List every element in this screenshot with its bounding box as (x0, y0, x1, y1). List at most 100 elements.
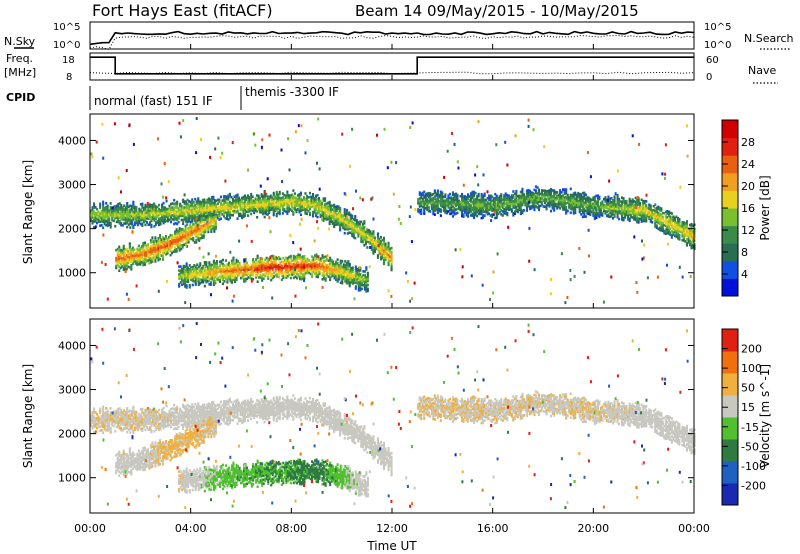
power-cell (195, 227, 198, 230)
power-cell (339, 224, 342, 228)
power-cell (198, 231, 201, 234)
power-cell (197, 199, 200, 202)
power-cell (349, 221, 352, 225)
power-cell (262, 212, 265, 216)
power-cell (224, 209, 227, 212)
power-cell (151, 260, 154, 263)
power-cell (91, 208, 94, 211)
power-cell (373, 244, 376, 247)
power-cell (500, 193, 503, 196)
power-cell (130, 250, 133, 253)
power-cell (173, 208, 176, 212)
power-cell (149, 241, 152, 244)
power-cell (185, 268, 188, 271)
power-cell (179, 202, 182, 206)
power-cell (161, 203, 164, 207)
power-cell (387, 247, 390, 251)
power-heatmap (90, 117, 696, 305)
power-cell (295, 204, 298, 208)
power-cell (235, 194, 238, 198)
power-cell (123, 204, 126, 207)
power-cell (117, 220, 120, 224)
power-cell (172, 250, 175, 253)
power-cell (121, 214, 124, 217)
power-cell (184, 238, 187, 242)
power-cell (293, 202, 296, 205)
power-cell (304, 210, 307, 213)
power-cell (186, 202, 189, 206)
power-cell (187, 272, 190, 276)
power-cell (123, 208, 126, 211)
power-cell (248, 208, 251, 211)
power-cell (373, 240, 376, 244)
power-cell (305, 204, 308, 208)
power-cell (150, 225, 153, 229)
power-cell (178, 227, 181, 230)
power-cell (292, 195, 295, 198)
power-cell (191, 216, 194, 219)
power-cell (208, 225, 211, 228)
power-cell (131, 254, 134, 258)
power-cell (265, 208, 268, 212)
power-cell (366, 232, 369, 235)
power-cell (200, 203, 203, 206)
power-cell (339, 209, 342, 212)
power-cell (372, 242, 375, 245)
power-cell (105, 213, 108, 217)
power-cell (360, 238, 363, 241)
power-cell (346, 212, 349, 215)
power-cell (348, 211, 351, 215)
power-cell (157, 237, 160, 240)
power-cell (308, 213, 311, 217)
power-cell (212, 201, 215, 205)
power-cell (128, 246, 131, 249)
power-cell (342, 218, 345, 222)
power-cell (94, 214, 97, 217)
power-cell (349, 223, 352, 227)
power-cell (195, 200, 198, 203)
power-cell (132, 216, 135, 220)
power-cell (372, 232, 375, 235)
power-cell (179, 208, 182, 212)
power-cell (145, 217, 148, 220)
power-cell (263, 211, 266, 215)
power-cell (145, 252, 148, 256)
power-cell (180, 237, 183, 241)
power-cell (332, 260, 335, 263)
power-cell (165, 237, 168, 240)
power-cell (168, 245, 171, 249)
power-cell (266, 203, 269, 206)
power-cell (144, 203, 147, 207)
power-cell (174, 248, 177, 251)
power-cell (111, 210, 114, 214)
power-cell (212, 207, 215, 211)
power-cell (214, 225, 217, 228)
power-cell (102, 208, 105, 212)
power-cell (319, 213, 322, 217)
power-cell (144, 215, 147, 219)
power-cell (121, 216, 124, 219)
power-cell (215, 260, 218, 263)
power-cell (163, 247, 166, 250)
power-cell (376, 256, 379, 259)
power-cell (370, 246, 373, 249)
power-cell (115, 206, 118, 210)
power-cell (334, 219, 337, 223)
power-cell (224, 207, 227, 210)
power-cell (302, 202, 305, 205)
power-cell (188, 285, 191, 289)
power-cell (242, 195, 245, 199)
power-cell (331, 208, 334, 211)
power-cell (287, 204, 290, 207)
power-cell (315, 204, 318, 208)
power-cell (189, 204, 192, 208)
power-cell (278, 210, 281, 214)
power-cell (198, 225, 201, 228)
power-cell (224, 217, 227, 220)
power-cell (334, 217, 337, 221)
power-cell (159, 216, 162, 220)
power-cell (154, 256, 157, 259)
power-cell (333, 207, 336, 211)
power-cell (153, 211, 156, 214)
power-cell (126, 209, 129, 213)
